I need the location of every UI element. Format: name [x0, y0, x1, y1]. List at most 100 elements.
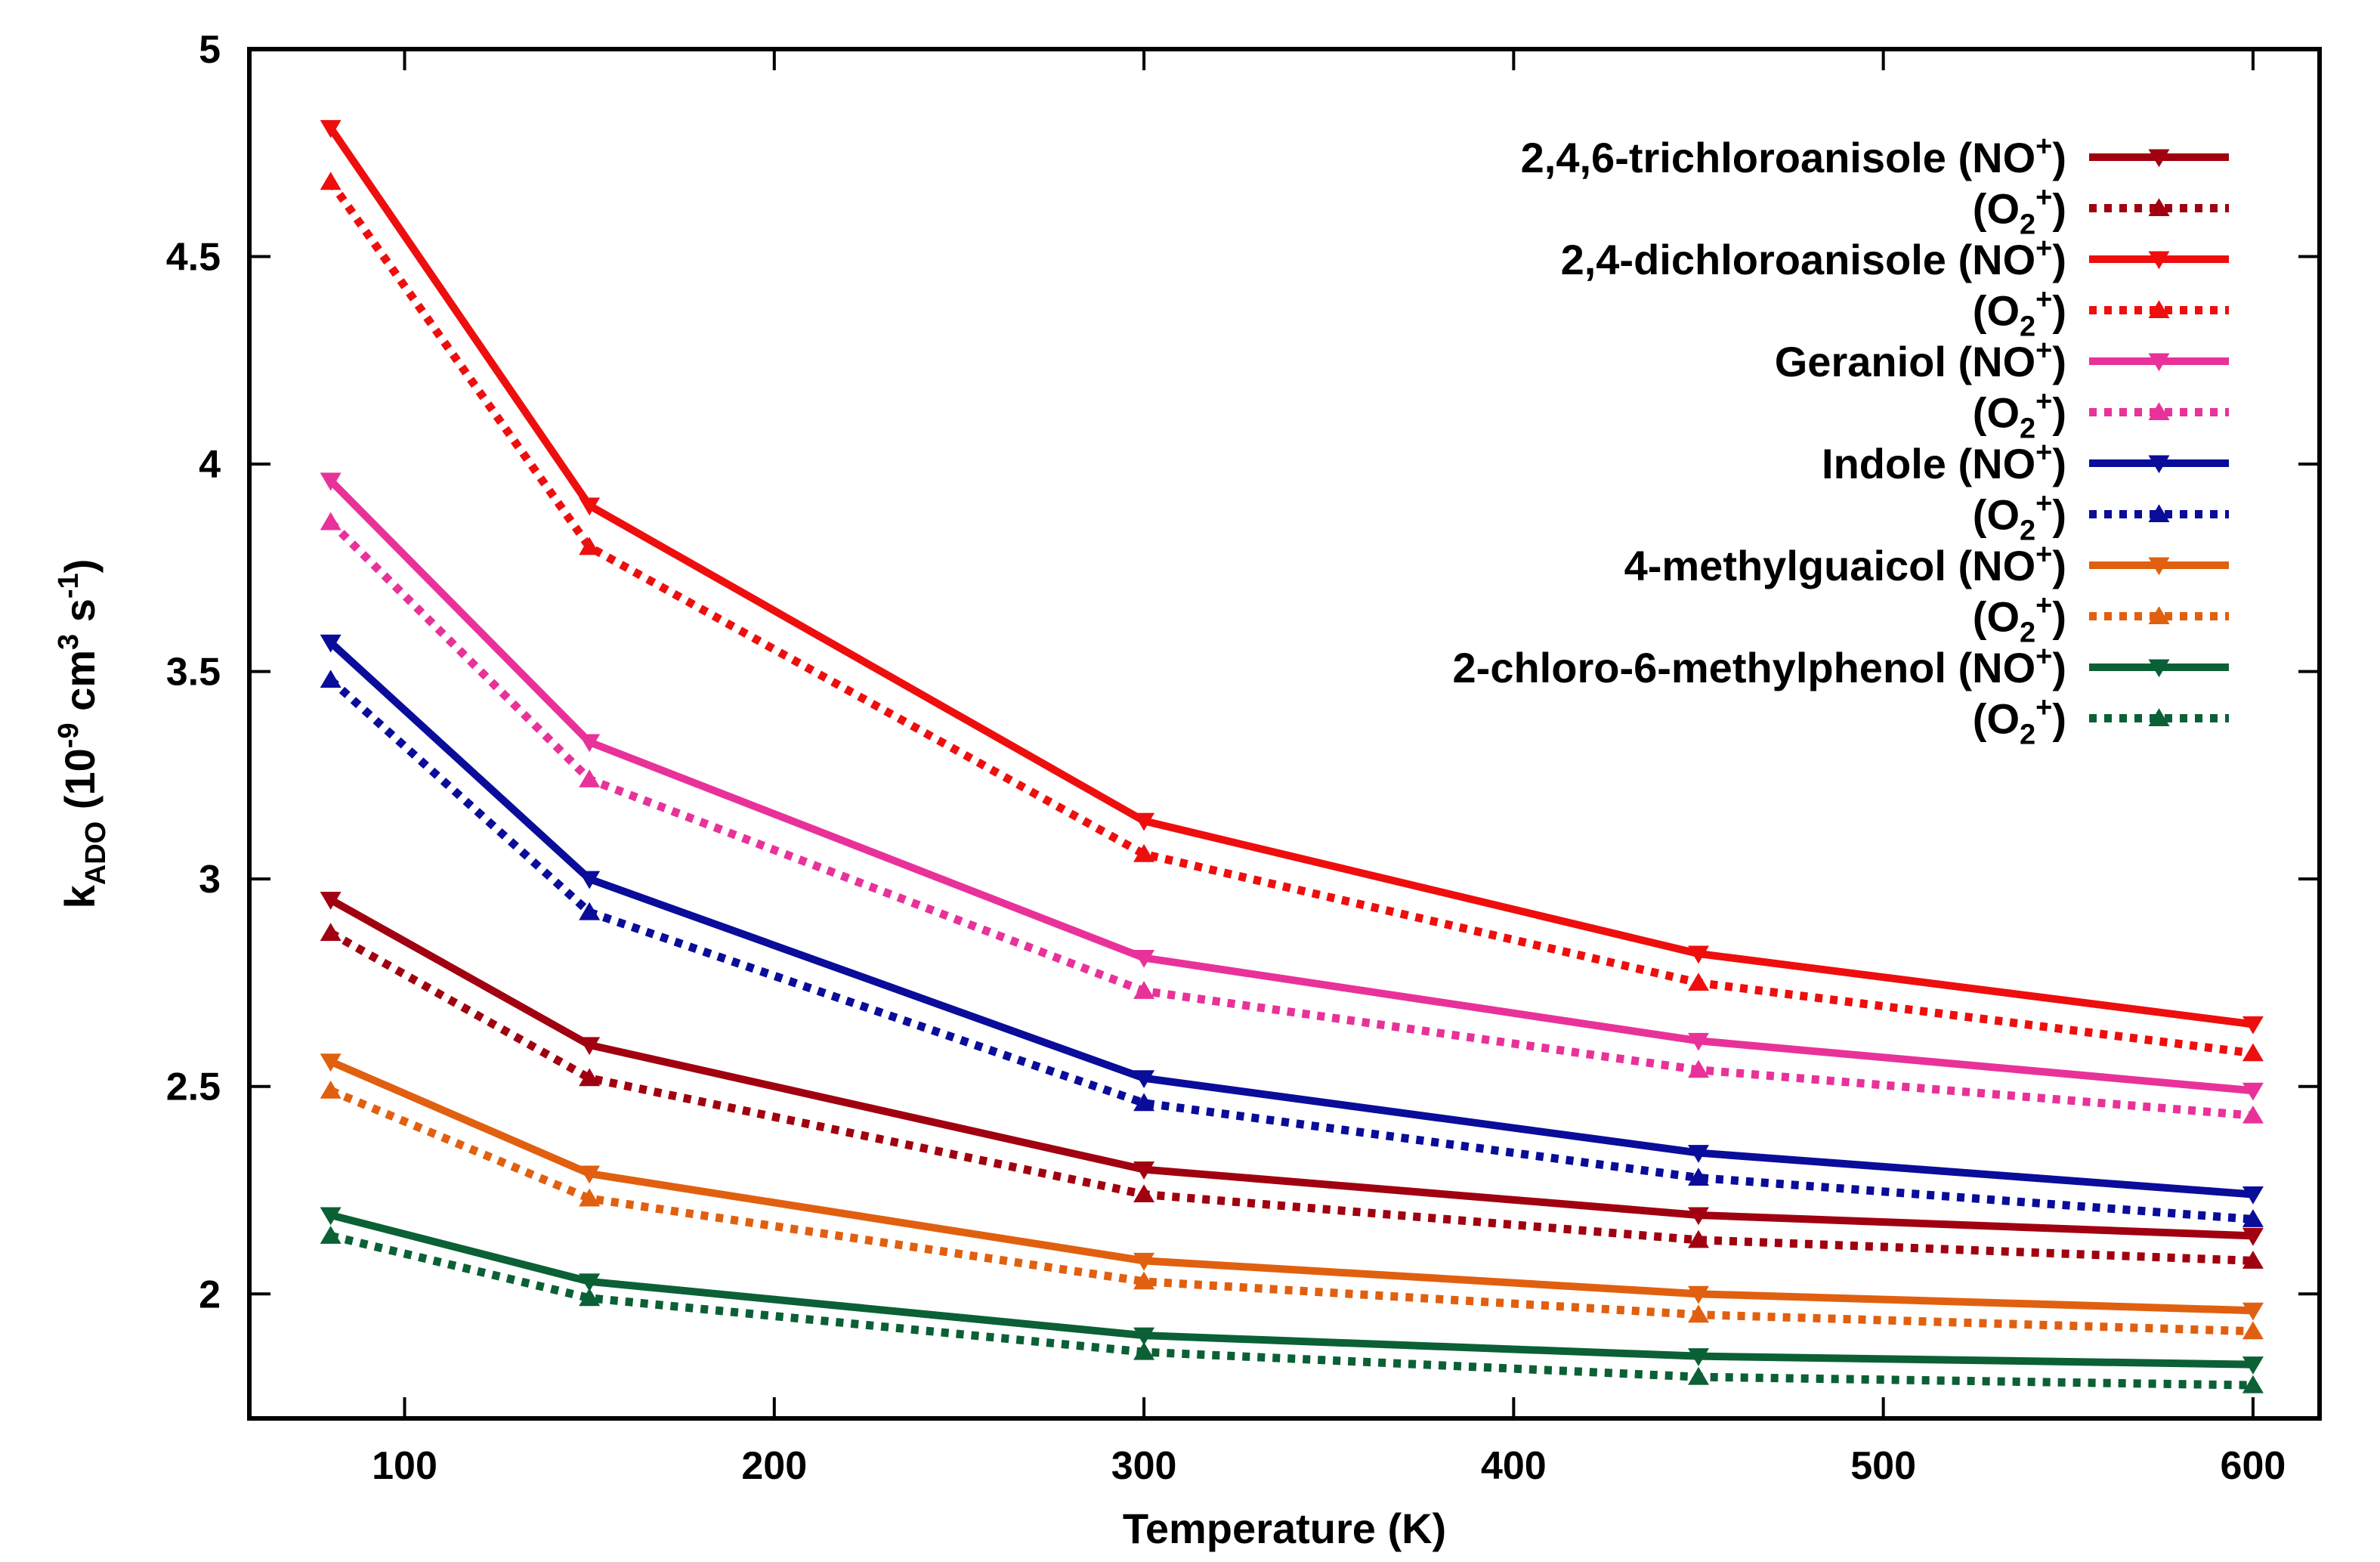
- data-point: [320, 512, 342, 530]
- data-point: [579, 1068, 601, 1087]
- legend-entry: (O2+): [1973, 590, 2229, 649]
- data-point: [1133, 1327, 1155, 1346]
- series-10: [320, 1207, 2264, 1375]
- data-point: [1688, 945, 1709, 964]
- data-point: [579, 1288, 601, 1307]
- legend-entry: (O2+): [1973, 182, 2229, 241]
- legend-label: 4-methylguaicol (NO+): [1624, 539, 2066, 589]
- data-point: [579, 734, 601, 753]
- legend-swatch-marker: [2148, 402, 2170, 420]
- legend-swatch-marker: [2148, 557, 2170, 576]
- series-line: [328, 639, 2254, 1199]
- series-layer: [320, 119, 2264, 1393]
- data-point: [1688, 973, 1709, 991]
- data-point: [1688, 1032, 1709, 1051]
- series-2: [320, 119, 2264, 1035]
- data-point: [320, 634, 342, 653]
- data-point: [1133, 1093, 1155, 1112]
- data-point: [579, 1188, 601, 1207]
- series-9: [320, 1080, 2264, 1340]
- legend-swatch-marker: [2148, 659, 2170, 678]
- data-point: [579, 902, 601, 920]
- x-tick-label: 300: [1111, 1444, 1177, 1488]
- x-tick-label: 200: [741, 1444, 807, 1488]
- data-point: [1688, 1285, 1709, 1304]
- legend-entry: Indole (NO+): [1822, 437, 2229, 487]
- data-point: [1133, 950, 1155, 968]
- series-line: [329, 1087, 2254, 1336]
- data-point: [1688, 1207, 1709, 1226]
- data-point: [320, 892, 342, 910]
- y-tick-label: 4: [199, 443, 221, 487]
- data-point: [2242, 1375, 2264, 1393]
- y-tick-label: 4.5: [166, 236, 221, 280]
- legend-entry: (O2+): [1973, 488, 2229, 547]
- x-tick-label: 400: [1481, 1444, 1547, 1488]
- y-tick-label: 3.5: [166, 651, 221, 694]
- series-6: [320, 634, 2264, 1205]
- data-point: [320, 1226, 342, 1244]
- data-point: [1133, 1271, 1155, 1290]
- data-point: [1688, 1348, 1709, 1366]
- data-point: [320, 119, 342, 138]
- legend-label: Indole (NO+): [1822, 437, 2066, 487]
- data-point: [1688, 1229, 1709, 1248]
- legend-swatch-marker: [2148, 708, 2170, 726]
- y-tick-label: 5: [199, 28, 221, 72]
- data-point: [320, 923, 342, 942]
- legend-entry: Geraniol (NO+): [1775, 335, 2229, 385]
- data-point: [320, 472, 342, 491]
- data-point: [1688, 1059, 1709, 1078]
- y-tick-label: 3: [199, 858, 221, 902]
- data-point: [1133, 1252, 1155, 1271]
- legend-entry: 2-chloro-6-methylphenol (NO+): [1453, 641, 2229, 691]
- data-point: [1688, 1145, 1709, 1163]
- data-point: [579, 1165, 601, 1184]
- series-line: [327, 676, 2254, 1223]
- data-point: [2242, 1321, 2264, 1340]
- series-3: [320, 172, 2264, 1062]
- data-point: [579, 1273, 601, 1292]
- x-ticks: 100 200 300 400 500 600: [372, 49, 2286, 1488]
- y-tick-label: 2: [199, 1273, 221, 1316]
- series-0: [320, 892, 2264, 1246]
- legend-entry: (O2+): [1973, 692, 2229, 751]
- data-point: [2242, 1082, 2264, 1101]
- series-8: [320, 1053, 2264, 1321]
- data-point: [2242, 1302, 2264, 1321]
- data-point: [2242, 1105, 2264, 1124]
- data-point: [579, 871, 601, 889]
- series-4: [320, 472, 2264, 1101]
- data-point: [2242, 1043, 2264, 1062]
- legend-label: (O2+): [1973, 386, 2066, 445]
- series-7: [320, 670, 2264, 1227]
- x-tick-label: 600: [2221, 1444, 2286, 1488]
- legend-swatch-marker: [2148, 149, 2170, 168]
- data-point: [2242, 1251, 2264, 1269]
- legend-label: Geraniol (NO+): [1775, 335, 2066, 385]
- data-point: [579, 769, 601, 787]
- legend-swatch-marker: [2148, 251, 2170, 270]
- legend-entry: (O2+): [1973, 386, 2229, 445]
- legend-label: 2-chloro-6-methylphenol (NO+): [1453, 641, 2066, 691]
- legend-swatch-marker: [2148, 504, 2170, 522]
- x-tick-label: 100: [372, 1444, 437, 1488]
- legend-label: 2,4-dichloroanisole (NO+): [1561, 233, 2066, 283]
- x-tick-label: 500: [1850, 1444, 1916, 1488]
- data-point: [2242, 1209, 2264, 1227]
- data-point: [320, 1207, 342, 1226]
- legend-entry: (O2+): [1973, 284, 2229, 343]
- legend-label: (O2+): [1973, 692, 2066, 751]
- data-point: [579, 497, 601, 516]
- data-point: [1133, 1161, 1155, 1180]
- data-point: [579, 537, 601, 555]
- series-1: [320, 923, 2264, 1269]
- legend-entry: 2,4-dichloroanisole (NO+): [1561, 233, 2229, 283]
- x-axis-title: Temperature (K): [1123, 1505, 1446, 1552]
- legend-label: (O2+): [1973, 182, 2066, 241]
- series-11: [320, 1226, 2264, 1393]
- legend-swatch-marker: [2148, 606, 2170, 624]
- plot-frame: [247, 47, 2322, 1421]
- data-point: [1133, 1184, 1155, 1202]
- legend-swatch-marker: [2148, 300, 2170, 318]
